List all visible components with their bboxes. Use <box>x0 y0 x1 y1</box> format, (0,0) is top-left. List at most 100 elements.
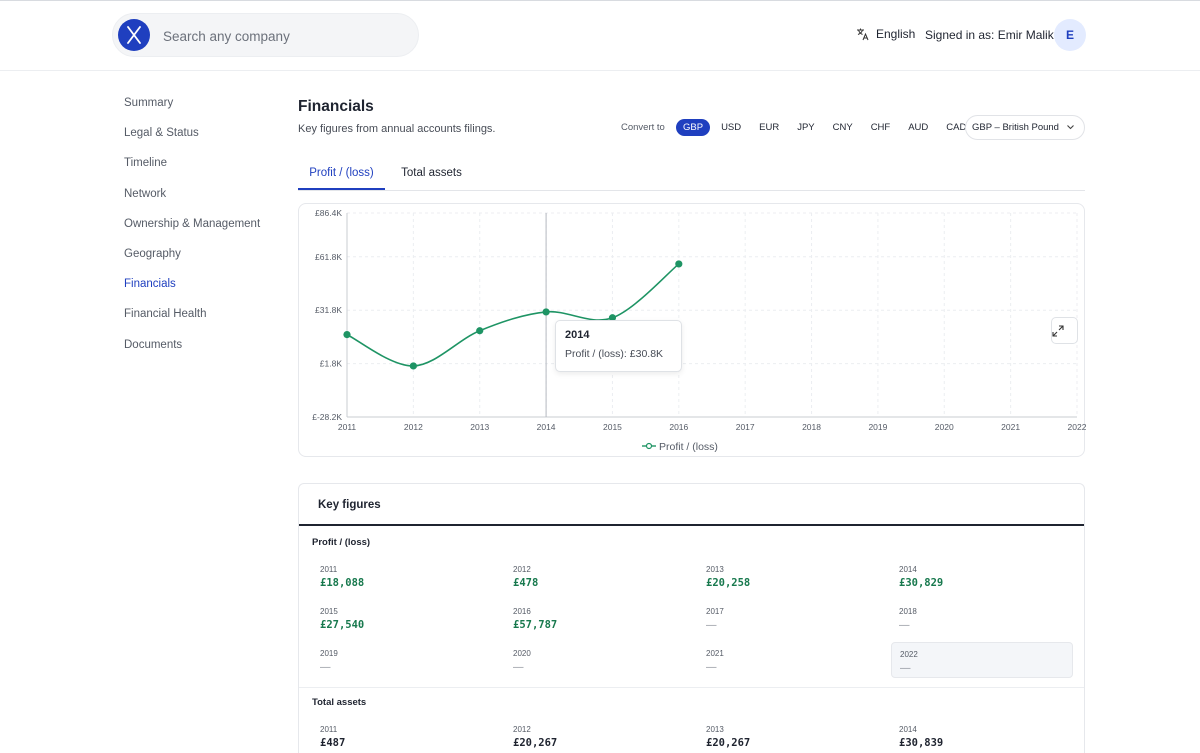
key-figure-cell: 2019 — <box>312 642 494 678</box>
currency-select-value: GBP – British Pound <box>972 122 1059 133</box>
key-figure-cell: 2011 £487 <box>312 718 494 753</box>
x-tick-label: 2019 <box>868 422 887 432</box>
key-figure-cell: 2011 £18,088 <box>312 558 494 594</box>
x-tick-label: 2014 <box>537 422 556 432</box>
data-point <box>608 314 617 322</box>
key-figure-year: 2011 <box>320 565 338 574</box>
currency-chf-button[interactable]: CHF <box>870 122 891 133</box>
key-figure-value: £487 <box>320 737 346 749</box>
sidebar-item-network[interactable]: Network <box>124 187 167 200</box>
app-logo[interactable] <box>118 19 150 51</box>
key-figure-year: 2012 <box>513 725 531 734</box>
sidebar-item-timeline[interactable]: Timeline <box>124 157 168 170</box>
currency-aud-button[interactable]: AUD <box>908 122 929 133</box>
key-figure-value: £20,267 <box>706 737 751 749</box>
translate-icon <box>856 27 870 41</box>
currency-usd-button[interactable]: USD <box>721 122 742 133</box>
series-line-profit-loss <box>346 263 680 367</box>
key-figure-value: — <box>706 619 717 631</box>
key-figure-value: — <box>899 619 910 631</box>
sidebar-item-geography[interactable]: Geography <box>124 247 181 260</box>
key-figure-value: — <box>706 661 717 673</box>
x-tick-label: 2015 <box>603 422 622 432</box>
currency-gbp-button[interactable]: GBP <box>676 119 711 136</box>
sidebar-item-financial-health[interactable]: Financial Health <box>124 308 207 321</box>
currency-cny-button[interactable]: CNY <box>832 122 853 133</box>
key-figure-year: 2019 <box>320 649 338 658</box>
key-figure-value: £30,839 <box>899 737 944 749</box>
data-point <box>542 308 550 316</box>
key-figure-year: 2020 <box>513 649 531 658</box>
chevron-down-icon <box>1066 116 1075 148</box>
page-subtitle: Key figures from annual accounts filings… <box>298 123 496 135</box>
key-figures-title: Key figures <box>299 484 1084 526</box>
language-selector[interactable]: English <box>856 27 915 41</box>
x-tick-label: 2013 <box>470 422 489 432</box>
signed-in-text: Signed in as: Emir Malik <box>925 28 1054 42</box>
sidebar-item-ownership-management[interactable]: Ownership & Management <box>124 217 261 230</box>
page-title: Financials <box>298 98 374 115</box>
key-figure-cell: 2017 — <box>698 600 880 636</box>
sidebar-item-legal-status[interactable]: Legal & Status <box>124 127 199 140</box>
sidebar-item-summary[interactable]: Summary <box>124 97 174 109</box>
key-figure-year: 2014 <box>899 565 917 574</box>
search-input[interactable] <box>163 26 403 46</box>
currency-eur-button[interactable]: EUR <box>759 122 780 133</box>
tooltip-year: 2014 <box>565 329 590 341</box>
key-figure-cell: 2012 £478 <box>505 558 687 594</box>
key-figure-cell: 2021 — <box>698 642 880 678</box>
sidebar-nav: Summary Legal & Status Timeline Network Owne… <box>124 95 284 367</box>
key-figure-year: 2017 <box>706 607 724 616</box>
key-figure-cell: 2022 — <box>891 642 1073 678</box>
x-tick-label: 2021 <box>1001 422 1020 432</box>
data-point <box>409 362 417 370</box>
sidebar-item-financials[interactable]: Financials <box>124 278 176 291</box>
tab-profit-loss[interactable]: Profit / (loss) <box>298 159 385 190</box>
key-figure-year: 2016 <box>513 607 531 616</box>
avatar[interactable]: E <box>1054 19 1086 51</box>
currency-toggle-group: GBP USD EUR JPY CNY CHF AUD CAD <box>676 119 977 136</box>
x-tick-label: 2018 <box>802 422 821 432</box>
expand-chart-button[interactable] <box>1051 317 1078 344</box>
key-figure-value: £27,540 <box>320 619 365 631</box>
key-figure-cell: 2018 — <box>891 600 1073 636</box>
key-figure-year: 2015 <box>320 607 338 616</box>
key-figure-value: £20,267 <box>513 737 558 749</box>
key-figure-value: £57,787 <box>513 619 558 631</box>
key-figure-value: — <box>513 661 524 673</box>
y-tick-label: £86.4K <box>315 208 342 218</box>
key-figure-cell: 2014 £30,839 <box>891 718 1073 753</box>
key-figure-cell: 2020 — <box>505 642 687 678</box>
tooltip-value: Profit / (loss): £30.8K <box>565 348 664 360</box>
tab-total-assets[interactable]: Total assets <box>401 167 462 179</box>
key-figure-cell: 2015 £27,540 <box>312 600 494 636</box>
x-tick-label: 2012 <box>404 422 423 432</box>
section-divider <box>299 687 1084 688</box>
sidebar-item-documents[interactable]: Documents <box>124 338 183 351</box>
legend-marker-icon <box>645 442 653 450</box>
key-figure-value: — <box>900 662 911 674</box>
currency-jpy-button[interactable]: JPY <box>797 122 815 133</box>
key-figure-cell: 2012 £20,267 <box>505 718 687 753</box>
profit-chart-card: £86.4K £61.8K £31.8K £1.8K £-28.2K 2011 2012 20… <box>298 203 1086 458</box>
key-figure-year: 2018 <box>899 607 917 616</box>
currency-cad-button[interactable]: CAD <box>946 122 967 133</box>
key-figure-cell: 2013 £20,267 <box>698 718 880 753</box>
key-figure-value: £30,829 <box>899 577 944 589</box>
currency-select[interactable]: GBP – British Pound <box>965 115 1085 140</box>
key-figure-value: £478 <box>513 577 539 589</box>
top-header: English Signed in as: Emir Malik E <box>0 1 1200 71</box>
y-tick-label: £-28.2K <box>312 412 342 422</box>
key-figure-cell: 2014 £30,829 <box>891 558 1073 594</box>
chart-tabs: Profit / (loss) Total assets <box>298 159 1085 191</box>
y-tick-label: £1.8K <box>320 359 343 369</box>
key-figure-year: 2022 <box>900 650 918 659</box>
x-tick-label: 2022 <box>1068 422 1086 432</box>
key-figure-value: £20,258 <box>706 577 751 589</box>
data-point <box>476 327 484 335</box>
key-figures-card: Key figures Profit / (loss) Total assets… <box>298 483 1085 753</box>
x-tick-label: 2011 <box>338 422 357 432</box>
search-box[interactable] <box>112 13 419 57</box>
key-figure-cell: 2016 £57,787 <box>505 600 687 636</box>
